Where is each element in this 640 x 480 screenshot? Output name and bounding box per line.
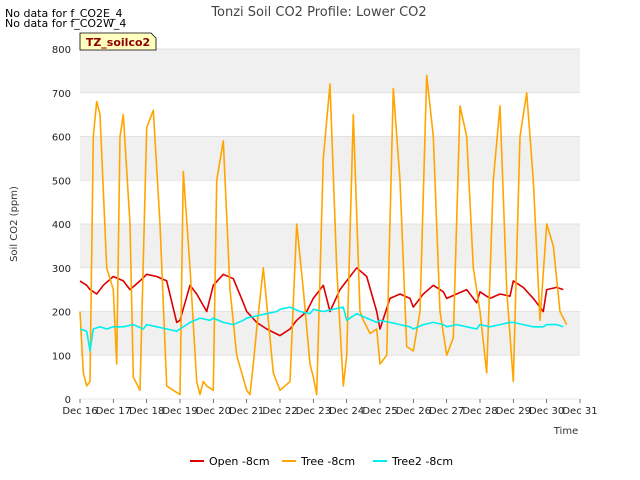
y-tick-label: 0 [65,395,71,406]
grid-lines [80,48,580,400]
y-axis-label: Soil CO2 (ppm) [9,186,20,262]
y-tick-label: 500 [52,176,71,187]
x-tick-label: Dec 22 [262,406,297,417]
x-tick-label: Dec 30 [529,406,564,417]
x-tick-label: Dec 16 [62,406,97,417]
x-axis-label: Time [553,426,578,437]
y-tick-label: 700 [52,89,71,100]
plot-bands [80,49,580,356]
x-tick-label: Dec 29 [496,406,531,417]
y-tick-label: 800 [52,45,71,56]
y-tick-label: 300 [52,264,71,275]
no-data-note: No data for f_CO2E_4 [5,7,123,20]
y-tick-label: 600 [52,133,71,144]
x-tick-label: Dec 23 [296,406,331,417]
x-tick-label: Dec 24 [329,406,364,417]
plot-band [80,311,580,356]
legend: Open -8cm Tree -8cm Tree2 -8cm [190,455,453,468]
series-line [79,266,564,337]
x-tick-label: Dec 21 [229,406,264,417]
series-line [79,74,568,396]
legend-label: Open -8cm [209,455,270,468]
x-tick-label: Dec 20 [196,406,231,417]
x-tick-label: Dec 26 [396,406,431,417]
x-tick-label: Dec 31 [562,406,597,417]
x-tick-label: Dec 25 [362,406,397,417]
site-badge-label: TZ_soilco2 [86,36,150,49]
y-tick-label: 400 [52,220,71,231]
y-tick-label: 200 [52,308,71,319]
y-tick-label: 100 [52,351,71,362]
site-badge: TZ_soilco2 [79,32,157,51]
legend-label: Tree -8cm [300,455,355,468]
x-tick-label: Dec 19 [162,406,197,417]
chart-title: Tonzi Soil CO2 Profile: Lower CO2 [210,5,426,20]
y-axis-ticks: 0 100 200 300 400 500 600 700 800 [52,45,71,406]
no-data-note: No data for f_CO2W_4 [5,17,127,30]
legend-label: Tree2 -8cm [391,455,453,468]
series-line [79,306,564,352]
x-tick-label: Dec 18 [129,406,164,417]
x-tick-label: Dec 17 [96,406,131,417]
series-layer [79,74,568,396]
x-tick-label: Dec 28 [462,406,497,417]
x-tick-label: Dec 27 [429,406,464,417]
plot-band [80,224,580,268]
